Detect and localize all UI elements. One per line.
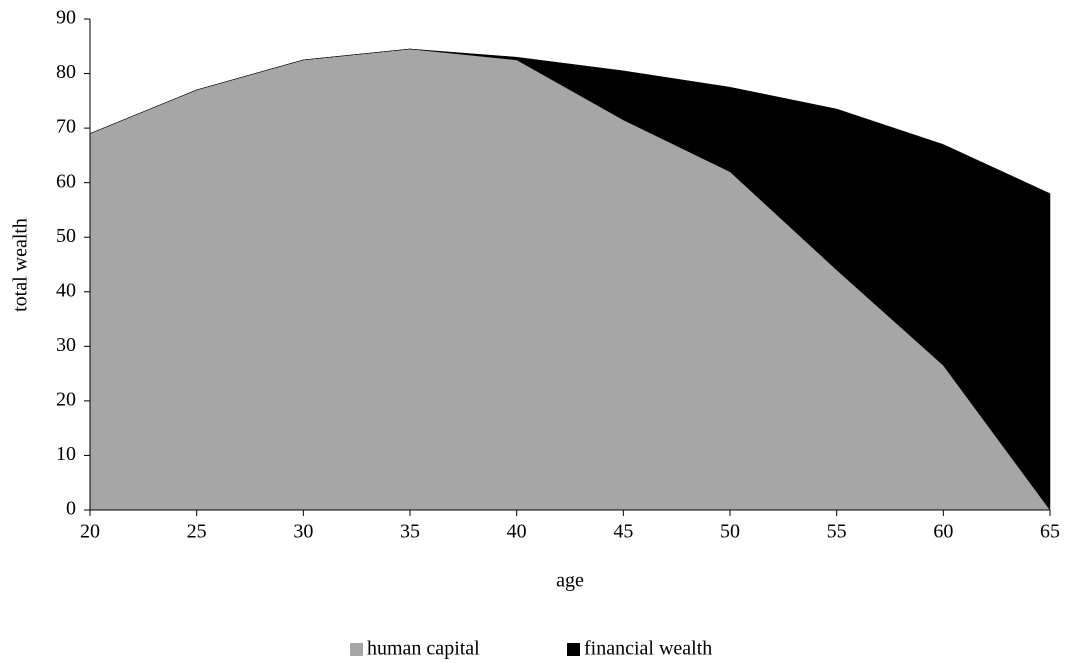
area	[89, 48, 1051, 511]
x-tick-label: 20	[80, 521, 100, 543]
x-tick-label: 55	[827, 521, 847, 543]
x-tick-label: 40	[507, 521, 527, 543]
x-tick-label: 25	[187, 521, 207, 543]
y-tick-label: 90	[56, 7, 76, 29]
legend-label: financial wealth	[584, 638, 712, 660]
x-tick-label: 35	[400, 521, 420, 543]
y-tick-label: 60	[56, 170, 76, 192]
y-axis-label: total wealth	[10, 218, 32, 312]
x-tick-label: 45	[613, 521, 633, 543]
y-tick-label: 20	[56, 388, 76, 410]
y-tick-label: 30	[56, 334, 76, 356]
y-tick-label: 50	[56, 225, 76, 247]
legend-swatch	[567, 643, 580, 656]
x-tick-label: 50	[720, 521, 740, 543]
y-tick-label: 70	[56, 116, 76, 138]
legend-swatch	[350, 643, 363, 656]
y-tick-label: 80	[56, 61, 76, 83]
legend-label: human capital	[367, 638, 480, 660]
y-tick-label: 10	[56, 443, 76, 465]
x-axis-label: age	[556, 570, 584, 592]
x-tick-label: 60	[933, 521, 953, 543]
x-tick-label: 65	[1040, 521, 1060, 543]
y-tick-label: 40	[56, 279, 76, 301]
y-tick-label: 0	[66, 498, 76, 520]
x-tick-label: 30	[293, 521, 313, 543]
